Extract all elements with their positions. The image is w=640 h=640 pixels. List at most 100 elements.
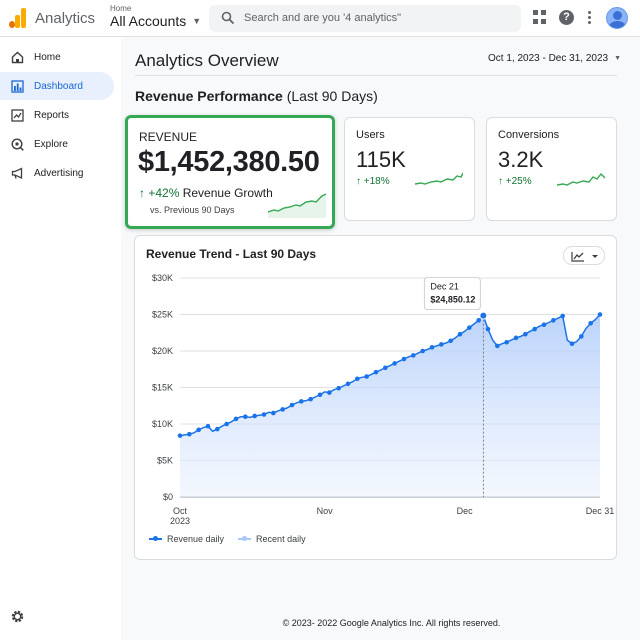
tooltip-date: Dec 21 bbox=[430, 282, 459, 292]
x-tick-label: Dec 31 bbox=[586, 506, 615, 516]
data-point bbox=[215, 426, 220, 432]
sidebar-item-explore[interactable]: Explore bbox=[0, 130, 114, 158]
legend-swatch bbox=[149, 536, 162, 541]
tooltip-value: $24,850.12 bbox=[430, 295, 475, 305]
data-point bbox=[196, 427, 201, 433]
data-point bbox=[467, 325, 472, 330]
data-point bbox=[308, 396, 313, 402]
tooltip-box bbox=[423, 277, 481, 310]
date-range-picker[interactable]: Oct 1, 2023 - Dec 31, 2023 ▼ bbox=[488, 53, 621, 64]
data-point bbox=[597, 312, 603, 317]
data-point bbox=[551, 318, 556, 323]
highlight-point bbox=[479, 311, 488, 320]
megaphone-icon bbox=[11, 166, 23, 179]
data-point bbox=[364, 374, 369, 379]
data-point bbox=[485, 326, 491, 332]
users-label: Users bbox=[356, 129, 385, 141]
more-vert-icon[interactable] bbox=[588, 11, 592, 24]
data-point bbox=[401, 356, 407, 362]
chart-type-selector[interactable] bbox=[563, 246, 605, 265]
data-point bbox=[299, 399, 304, 404]
chart-title: Revenue Trend - Last 90 Days bbox=[146, 247, 317, 261]
x-tick-label: Dec bbox=[457, 506, 474, 516]
data-point bbox=[327, 390, 332, 395]
app-title: Analytics bbox=[35, 10, 96, 27]
line-chart-icon bbox=[571, 252, 598, 262]
data-point bbox=[560, 313, 565, 319]
data-point bbox=[271, 410, 276, 416]
legend-swatch bbox=[238, 536, 252, 541]
revenue-growth: ↑ +42% Revenue Growth bbox=[139, 186, 273, 200]
sidebar-item-reports[interactable]: Reports bbox=[0, 101, 114, 129]
page-title: Analytics Overview bbox=[135, 51, 279, 70]
data-point bbox=[579, 334, 584, 339]
data-point bbox=[513, 335, 519, 341]
analytics-logo-icon[interactable] bbox=[9, 8, 27, 28]
reports-icon bbox=[11, 108, 24, 122]
data-point bbox=[252, 413, 257, 419]
avatar[interactable] bbox=[606, 7, 628, 29]
data-point bbox=[345, 381, 351, 387]
main-content: Analytics Overview Oct 1, 2023 - Dec 31,… bbox=[121, 37, 640, 640]
data-point bbox=[317, 392, 323, 398]
chart-legend: Revenue daily Recent daily bbox=[149, 534, 306, 544]
x-tick-label: Oct bbox=[173, 506, 188, 516]
sidebar-item-label: Home bbox=[34, 51, 61, 63]
data-point bbox=[373, 369, 379, 375]
data-point bbox=[177, 433, 183, 438]
revenue-change-label: Revenue Growth bbox=[182, 186, 273, 200]
conversions-card[interactable]: Conversions 3.2K ↑ +25% bbox=[486, 117, 617, 221]
series-area-revenue bbox=[180, 314, 600, 497]
legend-item-revenue[interactable]: Revenue daily bbox=[149, 534, 224, 544]
data-point bbox=[569, 341, 575, 346]
y-tick-label: $10K bbox=[152, 419, 173, 429]
sidebar-item-label: Explore bbox=[34, 138, 68, 150]
data-point bbox=[280, 407, 285, 412]
explore-icon bbox=[11, 137, 24, 151]
legend-item-recent[interactable]: Recent daily bbox=[238, 534, 306, 544]
data-point bbox=[495, 343, 500, 349]
y-tick-label: $15K bbox=[152, 383, 173, 393]
revenue-value: $1,452,380.50 bbox=[138, 146, 320, 178]
data-point bbox=[439, 342, 444, 347]
search-bar[interactable]: Search and are you '4 analytics" bbox=[209, 5, 521, 32]
x-tick-label: Nov bbox=[317, 506, 334, 516]
apps-grid-icon[interactable] bbox=[533, 10, 547, 24]
revenue-card[interactable]: REVENUE $1,452,380.50 ↑ +42% Revenue Gro… bbox=[125, 115, 335, 229]
y-tick-label: $5K bbox=[157, 456, 173, 466]
data-point bbox=[523, 331, 528, 337]
y-tick-label: $25K bbox=[152, 310, 173, 320]
sidebar-item-dashboard[interactable]: Dashboard bbox=[0, 72, 114, 100]
account-selector[interactable]: Home All Accounts ▼ bbox=[110, 4, 201, 29]
data-point bbox=[411, 353, 416, 358]
footer-copyright: © 2023- 2022 Google Analytics Inc. All r… bbox=[282, 618, 501, 628]
conversions-label: Conversions bbox=[498, 129, 560, 141]
arrow-up-icon: ↑ bbox=[139, 186, 145, 200]
data-point bbox=[383, 365, 388, 371]
gear-icon[interactable] bbox=[10, 609, 25, 624]
users-value: 115K bbox=[356, 147, 406, 172]
section-title: Revenue Performance (Last 90 Days) bbox=[135, 88, 378, 104]
data-point bbox=[355, 376, 360, 382]
help-icon[interactable]: ? bbox=[559, 10, 574, 25]
users-card[interactable]: Users 115K ↑ +18% bbox=[344, 117, 475, 221]
search-icon bbox=[221, 11, 235, 25]
conversions-change: ↑ +25% bbox=[498, 176, 532, 187]
data-point bbox=[532, 326, 537, 332]
series-line-revenue bbox=[179, 313, 601, 437]
data-point bbox=[588, 320, 593, 326]
data-point bbox=[187, 431, 192, 437]
sidebar-item-home[interactable]: Home bbox=[0, 43, 114, 71]
revenue-comparison: vs. Previous 90 Days bbox=[150, 205, 235, 215]
bar-chart-icon bbox=[11, 79, 24, 93]
users-change: ↑ +18% bbox=[356, 176, 390, 187]
revenue-sparkline bbox=[268, 193, 326, 218]
conversions-sparkline bbox=[557, 172, 605, 186]
sidebar-item-advertising[interactable]: Advertising bbox=[0, 159, 114, 187]
data-point bbox=[243, 414, 248, 419]
data-point bbox=[476, 318, 481, 323]
revenue-trend-card: Revenue Trend - Last 90 Days $0 $5K $10K $1… bbox=[134, 235, 617, 560]
breadcrumb: Home bbox=[110, 4, 132, 13]
top-app-bar: Analytics Home All Accounts ▼ Search and… bbox=[0, 0, 640, 37]
